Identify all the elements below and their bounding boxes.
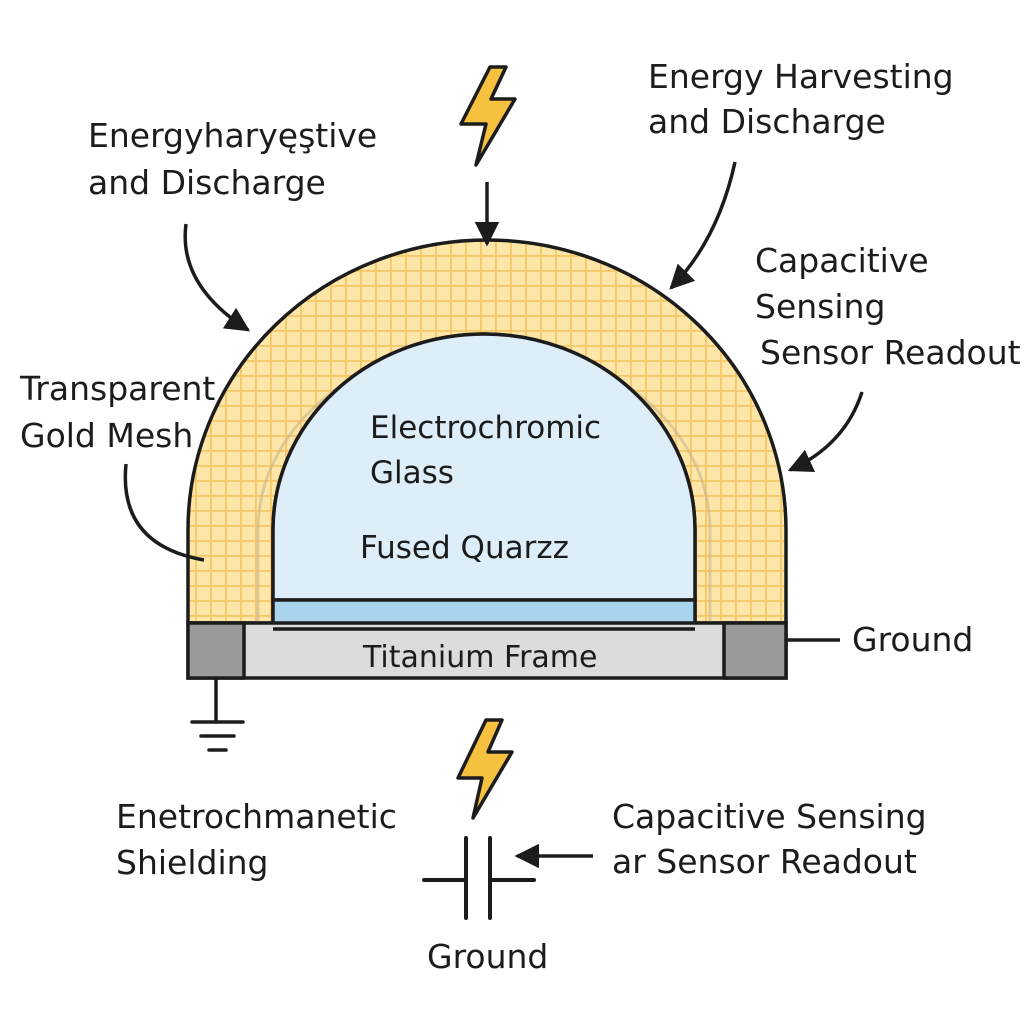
frame-block-left <box>186 621 246 680</box>
label-left-middle: Transparent Gold Mesh <box>19 369 226 455</box>
electrochromic-glass <box>271 332 697 602</box>
label-bottom-left: Enetrochmanetic Shielding <box>116 797 407 882</box>
label-titanium-frame: Titanium Frame <box>362 640 597 675</box>
label-ground-bottom: Ground <box>427 937 548 976</box>
lightning-bolt-icon <box>456 718 514 820</box>
ground-symbol-icon <box>190 676 245 752</box>
pointer-arrow-top-right <box>669 161 737 290</box>
label-fused-quartz: Fused Quarzz <box>360 530 569 566</box>
label-top-right: Energy Harvesting and Discharge <box>648 57 964 141</box>
label-top-left: Energyharyęştive and Discharge <box>88 116 388 202</box>
pointer-arrow-top-left <box>183 223 251 332</box>
label-electrochromic: Electrochromic Glass <box>370 410 611 491</box>
label-bottom-right: Capacitive Sensing ar Sensor Readout <box>612 797 937 881</box>
label-right-middle: Capacitive Sensing Sensor Readout <box>755 241 1021 372</box>
pointer-line-left-middle <box>123 463 205 562</box>
lightning-bolt-icon <box>459 65 517 167</box>
capacitor-symbol-icon <box>422 836 536 920</box>
frame-block-right <box>722 621 788 680</box>
label-ground-right: Ground <box>852 620 973 659</box>
pointer-arrow-right-middle <box>787 391 864 473</box>
